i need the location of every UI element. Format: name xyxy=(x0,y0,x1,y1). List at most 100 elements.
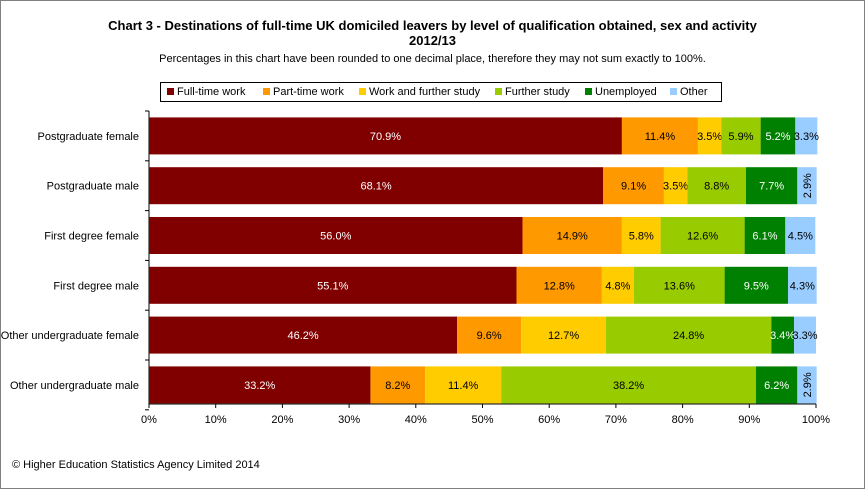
data-label: 5.9% xyxy=(728,131,753,143)
bar-segment-unemployed xyxy=(724,266,788,304)
data-label: 13.6% xyxy=(664,280,695,292)
data-label: 2.9% xyxy=(802,173,814,198)
data-label: 8.8% xyxy=(704,181,729,193)
bar-segment-full-time-work xyxy=(149,266,517,304)
bar-segment-work-and-further-study xyxy=(663,167,688,205)
legend-swatch xyxy=(495,88,502,95)
legend-swatch xyxy=(263,88,270,95)
legend-item-further-study: Further study xyxy=(495,86,570,99)
bar-segment-full-time-work xyxy=(149,167,604,205)
bar-segment-other xyxy=(795,117,818,155)
bar-segment-full-time-work xyxy=(149,117,622,155)
data-label: 33.2% xyxy=(244,380,275,392)
bar-segment-other xyxy=(793,316,816,354)
bar-segment-part-time-work xyxy=(603,167,664,205)
data-label: 9.5% xyxy=(744,280,769,292)
bar-segment-part-time-work xyxy=(370,366,426,404)
copyright-footer: © Higher Education Statistics Agency Lim… xyxy=(12,459,260,471)
data-label: 46.2% xyxy=(287,330,318,342)
bar-segment-part-time-work xyxy=(522,217,622,254)
data-label: 38.2% xyxy=(613,380,644,392)
bar-segment-work-and-further-study xyxy=(621,217,661,254)
chart-legend: Full-time work Part-time work Work and fur… xyxy=(160,82,722,102)
legend-label: Other xyxy=(680,86,708,98)
data-label: 11.4% xyxy=(645,131,676,143)
bar-segment-part-time-work xyxy=(457,316,522,354)
chart-subtitle: Percentages in this chart have been roun… xyxy=(159,53,706,65)
legend-label: Further study xyxy=(505,86,570,98)
chart-title-year: 2012/13 xyxy=(409,33,456,48)
data-label: 70.9% xyxy=(370,131,401,143)
data-label: 9.6% xyxy=(477,330,502,342)
category-label: Other undergraduate female xyxy=(1,330,139,342)
bar-segment-full-time-work xyxy=(149,366,371,404)
category-label: First degree female xyxy=(44,231,139,243)
bar-segment-unemployed xyxy=(755,366,798,404)
x-tick-label: 40% xyxy=(405,414,427,426)
data-label: 6.1% xyxy=(752,231,777,243)
legend-swatch xyxy=(167,88,174,95)
x-tick-label: 80% xyxy=(672,414,694,426)
data-label: 5.2% xyxy=(765,131,790,143)
legend-label: Part-time work xyxy=(273,86,344,98)
data-label: 3.4% xyxy=(770,330,795,342)
legend-item-full-time-work: Full-time work xyxy=(167,86,245,99)
x-tick-label: 70% xyxy=(605,414,627,426)
bar-segment-unemployed xyxy=(744,217,786,254)
data-label: 55.1% xyxy=(317,280,348,292)
bar-segment-further-study xyxy=(721,117,761,155)
legend-label: Full-time work xyxy=(177,86,246,98)
bar-segment-further-study xyxy=(660,217,745,254)
data-label: 4.3% xyxy=(790,280,815,292)
legend-swatch xyxy=(359,88,366,95)
legend-item-work-and-further-study: Work and further study xyxy=(359,86,480,99)
data-label: 12.6% xyxy=(687,231,718,243)
bar-segment-full-time-work xyxy=(149,316,458,354)
data-label: 5.8% xyxy=(629,231,654,243)
category-label: Other undergraduate male xyxy=(10,380,139,392)
data-label: 7.7% xyxy=(759,181,784,193)
bar-segment-unemployed xyxy=(771,316,794,354)
x-tick-label: 30% xyxy=(338,414,360,426)
data-label: 56.0% xyxy=(320,231,351,243)
legend-swatch xyxy=(670,88,677,95)
x-tick-label: 100% xyxy=(802,414,830,426)
category-label: Postgraduate male xyxy=(47,181,139,193)
x-tick-label: 10% xyxy=(205,414,227,426)
data-label: 14.9% xyxy=(557,231,588,243)
legend-item-part-time-work: Part-time work xyxy=(263,86,344,99)
chart-title: Chart 3 - Destinations of full-time UK d… xyxy=(108,18,757,33)
data-label: 3.5% xyxy=(697,131,722,143)
legend-item-unemployed: Unemployed xyxy=(585,86,657,99)
x-tick-label: 60% xyxy=(538,414,560,426)
data-label: 6.2% xyxy=(764,380,789,392)
data-label: 3.5% xyxy=(663,181,688,193)
bar-segment-part-time-work xyxy=(516,266,602,304)
data-label: 12.7% xyxy=(548,330,579,342)
bar-segment-further-study xyxy=(687,167,746,205)
data-label: 11.4% xyxy=(448,380,479,392)
data-label: 9.1% xyxy=(621,181,646,193)
data-label: 8.2% xyxy=(385,380,410,392)
bar-segment-work-and-further-study xyxy=(697,117,722,155)
x-tick-label: 20% xyxy=(271,414,293,426)
bar-segment-further-study xyxy=(633,266,725,304)
data-label: 4.5% xyxy=(788,231,813,243)
bar-segment-work-and-further-study xyxy=(425,366,502,404)
bar-segment-part-time-work xyxy=(621,117,698,155)
data-label: 3.3% xyxy=(792,330,817,342)
data-label: 3.3% xyxy=(794,131,819,143)
data-label: 24.8% xyxy=(673,330,704,342)
category-label: First degree male xyxy=(53,280,139,292)
bar-segment-other xyxy=(797,167,817,205)
bar-segment-further-study xyxy=(605,316,772,354)
x-tick-label: 0% xyxy=(141,414,157,426)
bar-segment-work-and-further-study xyxy=(601,266,634,304)
bar-segment-other xyxy=(787,266,817,304)
bar-segment-other xyxy=(785,217,816,254)
legend-label: Unemployed xyxy=(595,86,657,98)
bar-segment-full-time-work xyxy=(149,217,523,254)
bar-segment-further-study xyxy=(501,366,756,404)
data-label: 2.9% xyxy=(802,372,814,397)
